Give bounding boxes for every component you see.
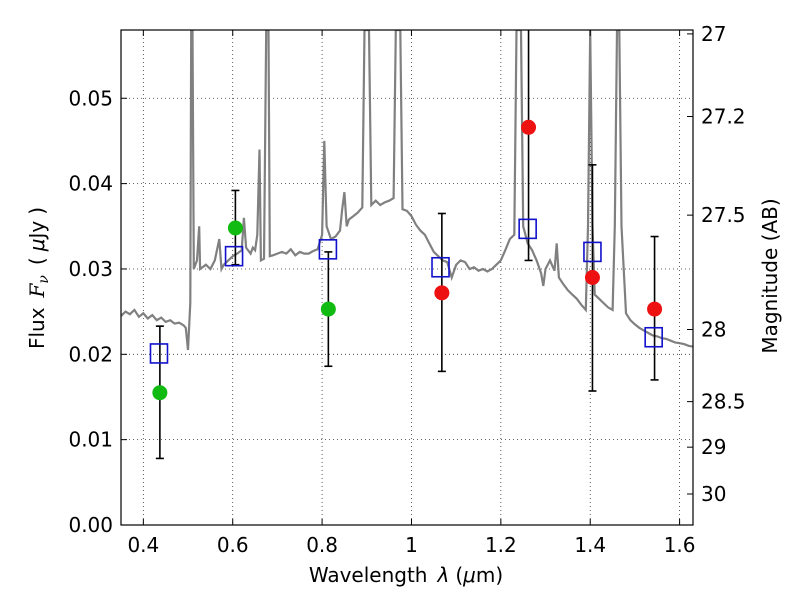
model-box-5 [583, 241, 602, 263]
error-bar-4 [524, 30, 533, 262]
model-box-0 [149, 343, 169, 364]
observed-point-5 [584, 270, 600, 285]
model-box-4 [518, 218, 537, 240]
grid [121, 30, 693, 526]
y2-axis-label: Magnitude (AB) [758, 198, 782, 353]
x-tick-label-0: 0.4 [127, 533, 159, 557]
y-tick-label-1: 0.01 [68, 428, 113, 452]
x-axis-ticks: 0.4 0.6 0.8 1 1.2 1.4 1.6 [127, 30, 696, 557]
x-tick-label-5: 1.4 [574, 533, 606, 557]
observed-point-4 [521, 119, 537, 135]
y2-tick-label-5: 29 [701, 435, 726, 459]
model-box-3 [431, 256, 450, 278]
y2-tick-label-0: 27 [701, 22, 726, 46]
x-tick-label-4: 1.2 [485, 533, 517, 557]
y-axis-ticks: 0.00 0.01 0.02 0.03 0.04 0.05 [68, 86, 127, 537]
observed-point-1 [227, 220, 243, 236]
y-tick-label-5: 0.05 [68, 86, 113, 110]
y2-tick-label-6: 30 [701, 482, 726, 506]
model-spectrum-line [121, 30, 693, 351]
x-tick-label-3: 1 [405, 533, 418, 557]
y2-tick-label-1: 27.2 [701, 105, 746, 129]
x-tick-label-2: 0.8 [306, 533, 338, 557]
y2-tick-label-4: 28.5 [701, 390, 746, 414]
x-tick-label-6: 1.6 [664, 533, 696, 557]
y2-tick-label-2: 27.5 [701, 203, 746, 227]
y2-tick-label-3: 28 [701, 317, 726, 341]
x-axis-label: Wavelength λ (μm) [309, 563, 503, 587]
observed-point-0 [152, 385, 168, 401]
observed-point-6 [647, 301, 663, 317]
observed-point-3 [434, 285, 450, 301]
y2-axis-ticks: 27 27.2 27.5 28 28.5 29 30 [687, 22, 746, 506]
model-box-6 [644, 326, 663, 348]
model-box-1 [224, 245, 244, 267]
y-tick-label-2: 0.02 [68, 342, 113, 366]
y-axis-label: FluxFν(μJy) [25, 207, 52, 349]
observed-points [152, 119, 663, 401]
y-tick-label-0: 0.00 [68, 513, 113, 537]
observed-point-2 [320, 301, 336, 317]
model-photometry-boxes [149, 218, 663, 364]
y-tick-label-4: 0.04 [68, 172, 113, 196]
y-tick-label-3: 0.03 [68, 257, 113, 281]
plot-frame [120, 29, 694, 526]
x-tick-label-1: 0.6 [217, 533, 249, 557]
model-box-2 [318, 239, 338, 260]
